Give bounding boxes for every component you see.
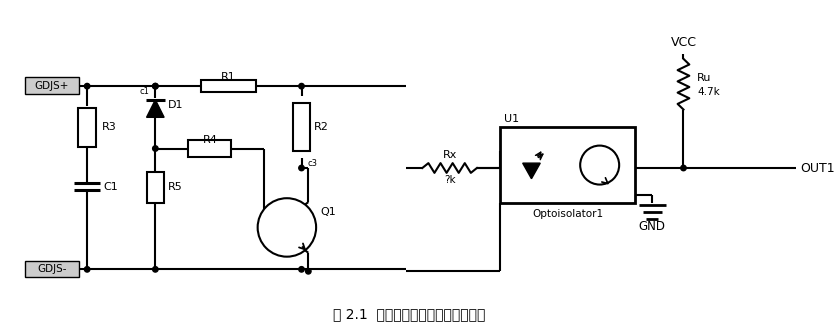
Text: OUT1: OUT1 [800,162,835,174]
Text: 4.7k: 4.7k [697,87,720,97]
Circle shape [85,83,90,89]
Text: R3: R3 [101,122,116,132]
Bar [201,80,256,92]
Text: Rx: Rx [442,150,457,160]
Text: VCC: VCC [670,36,696,49]
FancyBboxPatch shape [25,261,80,277]
Text: Ru: Ru [697,73,711,83]
Text: 图 2.1  自动切换接口网络的拓扑设计: 图 2.1 自动切换接口网络的拓扑设计 [334,307,486,321]
Text: GND: GND [639,220,666,233]
Circle shape [680,165,686,171]
Text: c1: c1 [140,87,149,96]
Bar [292,103,310,151]
Polygon shape [523,163,541,179]
Text: GDJS-: GDJS- [38,264,67,274]
Text: R2: R2 [314,122,329,132]
Text: ?k: ?k [444,175,455,185]
Circle shape [299,83,304,89]
Circle shape [85,266,90,272]
Circle shape [153,83,158,89]
Text: R5: R5 [168,182,183,193]
Bar [500,127,634,203]
Bar [79,108,96,146]
Text: R4: R4 [203,135,217,145]
Bar [147,172,164,203]
Text: GDJS+: GDJS+ [35,81,70,91]
Text: c3: c3 [308,159,318,168]
Circle shape [306,268,311,274]
Text: R1: R1 [221,72,235,82]
Circle shape [299,165,304,171]
Text: U1: U1 [504,114,520,124]
Text: Q1: Q1 [320,207,336,217]
Circle shape [153,266,158,272]
Text: C1: C1 [104,181,118,192]
Circle shape [153,146,158,151]
Circle shape [153,83,158,89]
Circle shape [299,266,304,272]
FancyBboxPatch shape [25,77,80,94]
Bar [189,140,231,157]
Polygon shape [147,100,164,117]
Text: Optoisolator1: Optoisolator1 [532,209,603,219]
Text: D1: D1 [168,100,184,110]
Circle shape [257,198,316,257]
Circle shape [580,145,619,184]
